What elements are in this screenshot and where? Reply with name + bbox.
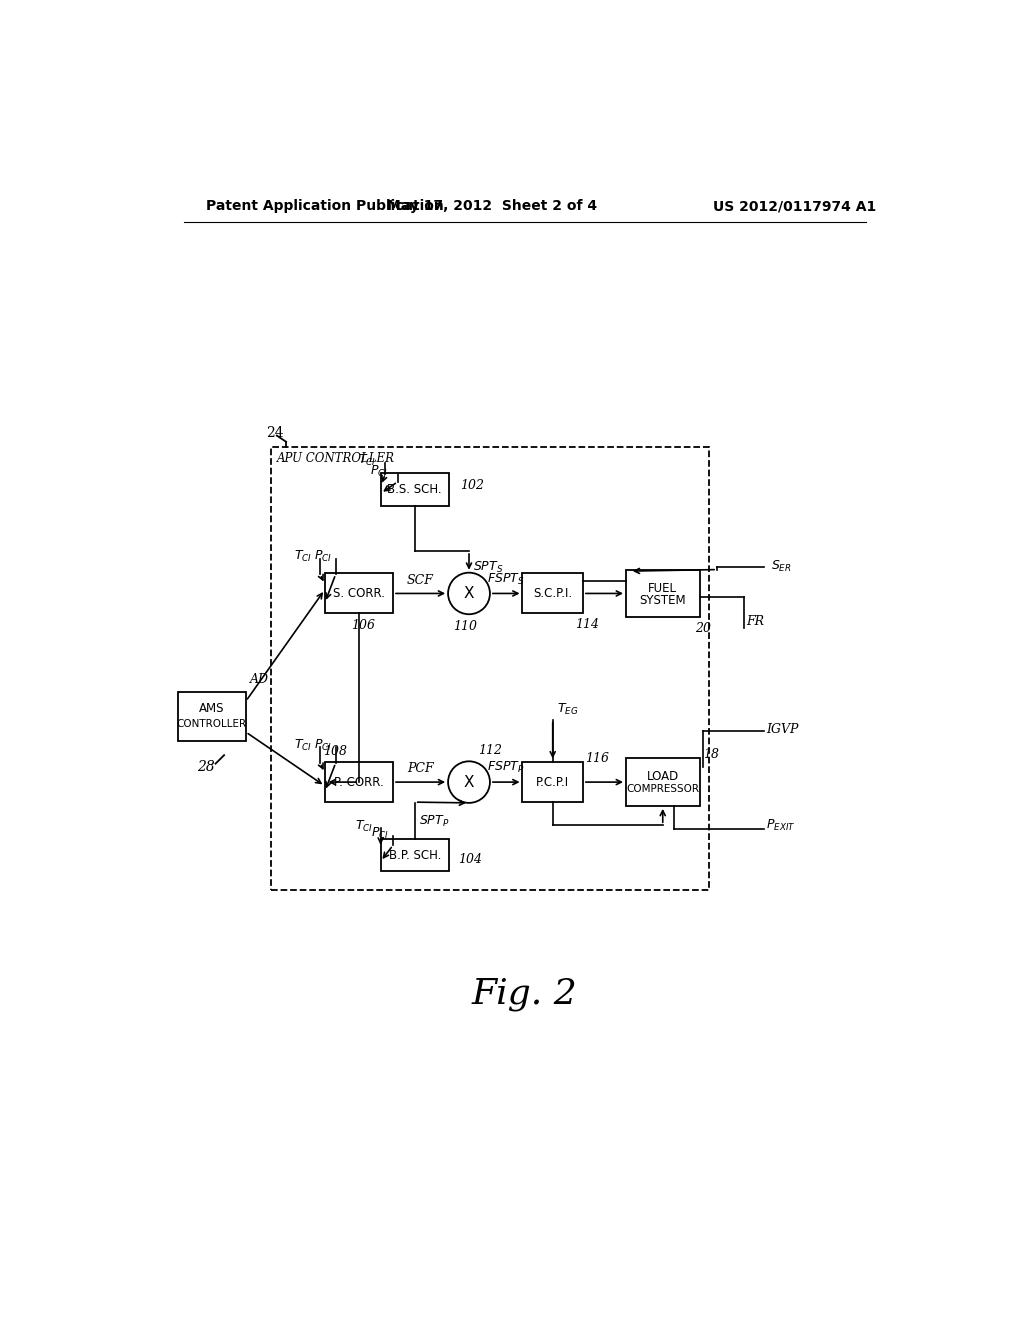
Text: $T_{CI}$: $T_{CI}$ [358, 453, 376, 467]
Text: AMS: AMS [199, 702, 224, 715]
Text: $S_{ER}$: $S_{ER}$ [771, 558, 792, 574]
Text: $T_{CI}$: $T_{CI}$ [354, 818, 373, 833]
Text: $SPT_S$: $SPT_S$ [473, 561, 503, 576]
Text: 104: 104 [458, 853, 482, 866]
Text: CONTROLLER: CONTROLLER [176, 719, 247, 730]
Bar [522, 573, 583, 614]
Text: P. CORR.: P. CORR. [334, 776, 384, 788]
Circle shape [449, 762, 489, 803]
Bar [177, 692, 246, 742]
Text: 102: 102 [460, 479, 484, 492]
Bar [522, 762, 583, 803]
Text: APU CONTROLLER: APU CONTROLLER [276, 453, 395, 465]
Text: 110: 110 [454, 620, 477, 634]
Text: $P_{CI}$: $P_{CI}$ [313, 549, 332, 564]
Circle shape [449, 573, 489, 614]
Text: $T_{EG}$: $T_{EG}$ [557, 702, 579, 717]
Text: $FSPT_P$: $FSPT_P$ [487, 760, 525, 775]
Text: FR: FR [746, 615, 765, 628]
Text: B.P. SCH.: B.P. SCH. [388, 849, 441, 862]
Text: 20: 20 [695, 622, 712, 635]
Text: IGVP: IGVP [766, 723, 798, 737]
Bar [626, 570, 699, 618]
Text: 24: 24 [266, 426, 284, 441]
Text: $FSPT_S$: $FSPT_S$ [487, 572, 525, 586]
Text: PCF: PCF [408, 762, 434, 775]
Text: US 2012/0117974 A1: US 2012/0117974 A1 [713, 199, 877, 213]
Text: May 17, 2012  Sheet 2 of 4: May 17, 2012 Sheet 2 of 4 [387, 199, 597, 213]
Text: $T_{CI}$: $T_{CI}$ [294, 738, 312, 752]
Bar [325, 573, 393, 614]
Text: $SPT_P$: $SPT_P$ [419, 813, 449, 829]
Bar [381, 474, 449, 506]
Bar [325, 762, 393, 803]
Text: COMPRESSOR: COMPRESSOR [627, 784, 699, 795]
Text: B.S. SCH.: B.S. SCH. [387, 483, 442, 496]
Text: FUEL: FUEL [648, 582, 677, 594]
Text: S. CORR.: S. CORR. [333, 587, 385, 601]
Bar [381, 840, 449, 871]
Text: LOAD: LOAD [646, 770, 679, 783]
Text: 112: 112 [478, 744, 503, 758]
Text: SCF: SCF [408, 573, 434, 586]
Text: 18: 18 [703, 748, 720, 760]
Text: Fig. 2: Fig. 2 [472, 977, 578, 1011]
Bar [626, 758, 699, 807]
Text: 28: 28 [197, 760, 214, 774]
Text: X: X [464, 775, 474, 789]
Text: SYSTEM: SYSTEM [639, 594, 686, 607]
Text: 108: 108 [324, 744, 347, 758]
Text: Patent Application Publication: Patent Application Publication [206, 199, 443, 213]
Text: $P_{EXIT}$: $P_{EXIT}$ [766, 817, 796, 833]
Text: X: X [464, 586, 474, 601]
Text: $P_{CI}$: $P_{CI}$ [370, 465, 388, 479]
Text: $P_{CI}$: $P_{CI}$ [371, 826, 389, 841]
Bar [271, 447, 710, 890]
Text: 106: 106 [351, 619, 375, 632]
Text: $P_{CI}$: $P_{CI}$ [313, 738, 332, 752]
Text: $T_{CI}$: $T_{CI}$ [294, 549, 312, 564]
Text: AD: AD [250, 673, 268, 686]
Text: P.C.P.I: P.C.P.I [537, 776, 569, 788]
Text: S.C.P.I.: S.C.P.I. [534, 587, 572, 601]
Text: 116: 116 [586, 751, 609, 764]
Text: 114: 114 [574, 618, 599, 631]
